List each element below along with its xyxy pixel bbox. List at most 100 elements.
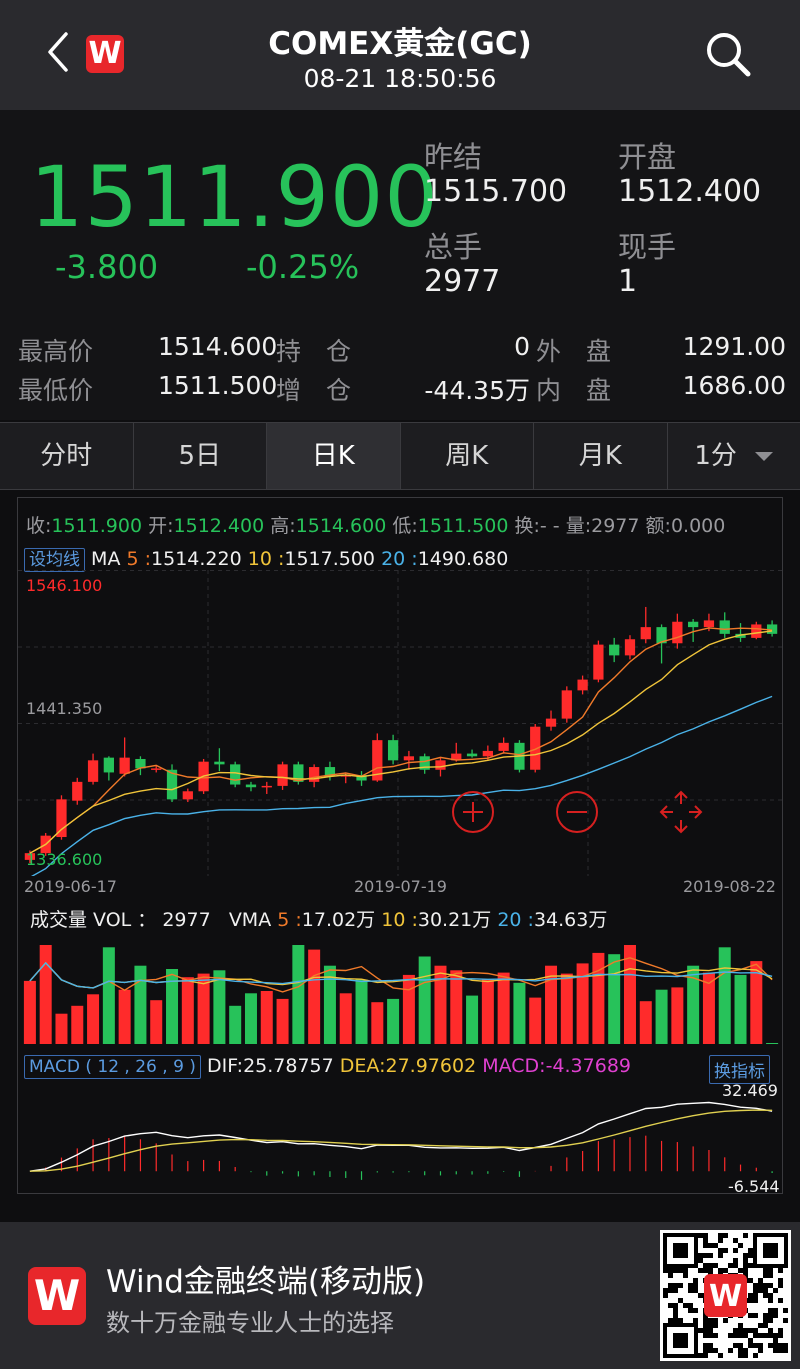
volume-bar [734, 974, 747, 1044]
qr-module [763, 1283, 768, 1288]
candle-body [119, 757, 130, 774]
qr-module [758, 1348, 763, 1353]
qr-module [768, 1273, 773, 1278]
qr-module [778, 1278, 783, 1283]
qr-module [718, 1248, 723, 1253]
volume-bar [529, 997, 542, 1044]
candle-body [24, 853, 36, 860]
dropdown-triangle-icon [755, 452, 774, 461]
qr-module [738, 1348, 743, 1353]
candle-body [230, 764, 241, 785]
current-volume-label: 现手 [618, 230, 677, 264]
search-icon[interactable] [700, 28, 756, 80]
candle-body [766, 624, 778, 634]
candle-body [356, 775, 367, 781]
qr-module [693, 1308, 698, 1313]
qr-module [743, 1258, 748, 1263]
qr-module [703, 1348, 708, 1353]
qr-module [753, 1293, 758, 1298]
volume-bar [118, 989, 131, 1044]
open-label: 开盘 [618, 140, 677, 174]
qr-module [708, 1263, 713, 1268]
tab-daily-k[interactable]: 日K [267, 423, 401, 489]
qr-module [688, 1303, 693, 1308]
qr-module [703, 1343, 708, 1348]
back-chevron-icon[interactable] [44, 30, 74, 74]
qr-module [713, 1323, 718, 1328]
qr-module [773, 1343, 778, 1348]
zoom-out-icon[interactable] [555, 790, 599, 838]
qr-module [673, 1268, 678, 1273]
candle-body [735, 633, 746, 638]
qr-finder-center [763, 1243, 778, 1258]
switch-indicator-button[interactable]: 换指标 [709, 1055, 770, 1084]
volume-bar [292, 945, 305, 1044]
set-ma-button[interactable]: 设均线 [24, 548, 85, 572]
qr-module [753, 1328, 758, 1333]
qr-module [668, 1268, 673, 1273]
qr-module [703, 1318, 708, 1323]
volume-bar [166, 969, 179, 1044]
candle-body [719, 620, 730, 634]
candle-body [640, 627, 651, 640]
qr-module [683, 1303, 688, 1308]
qr-module [673, 1283, 678, 1288]
candle-body [688, 621, 699, 628]
qr-module [783, 1348, 788, 1353]
qr-module [708, 1348, 713, 1353]
qr-module [773, 1308, 778, 1313]
tab-1min[interactable]: 1分 [668, 423, 800, 489]
volume-bar [718, 947, 731, 1044]
qr-module [723, 1233, 728, 1238]
qr-module [698, 1353, 703, 1358]
y-axis-max: 1546.100 [26, 576, 103, 595]
qr-module [748, 1338, 753, 1343]
volume-bar [260, 991, 273, 1044]
qr-module [763, 1273, 768, 1278]
price-change-percent: -0.25% [246, 248, 360, 286]
qr-module [713, 1333, 718, 1338]
qr-module [703, 1238, 708, 1243]
qr-module [708, 1323, 713, 1328]
qr-code-icon[interactable]: W [660, 1230, 791, 1361]
qr-center-logo [704, 1274, 747, 1317]
volume-bar [371, 1002, 384, 1044]
kline-info-row: 收:1511.900 开:1512.400 高:1514.600 低:1511.… [26, 515, 726, 537]
qr-module [668, 1273, 673, 1278]
volume-bar [497, 972, 510, 1044]
tab-intraday[interactable]: 分时 [0, 423, 134, 489]
qr-module [748, 1263, 753, 1268]
qr-module [703, 1333, 708, 1338]
volume-bar [608, 954, 621, 1044]
qr-module [753, 1298, 758, 1303]
vma5-line [29, 957, 773, 993]
qr-module [783, 1318, 788, 1323]
volume-bar [702, 972, 715, 1044]
dif-line [29, 1101, 773, 1172]
fullscreen-move-icon[interactable] [659, 790, 703, 838]
volume-chart [23, 945, 779, 1044]
qr-module [678, 1283, 683, 1288]
qr-module [733, 1248, 738, 1253]
candlestick-chart[interactable] [18, 570, 782, 876]
candle-body [135, 758, 146, 769]
macd-param-tag[interactable]: MACD ( 12 , 26 , 9 ) [24, 1055, 201, 1079]
tab-5day[interactable]: 5日 [134, 423, 267, 489]
macd-max: 32.469 [722, 1081, 778, 1100]
qr-module [738, 1353, 743, 1358]
qr-finder-center [673, 1333, 688, 1348]
volume-bar [671, 987, 684, 1044]
qr-module [743, 1268, 748, 1273]
qr-module [733, 1238, 738, 1243]
candle-body [577, 679, 588, 691]
volume-bar [244, 993, 257, 1044]
qr-module [778, 1343, 783, 1348]
qr-module [783, 1308, 788, 1313]
qr-module [668, 1288, 673, 1293]
tab-monthly-k[interactable]: 月K [534, 423, 668, 489]
volume-bar [197, 973, 210, 1044]
zoom-in-icon[interactable] [451, 790, 495, 838]
candle-body [372, 740, 383, 781]
tab-weekly-k[interactable]: 周K [401, 423, 534, 489]
candle-body [214, 761, 225, 765]
